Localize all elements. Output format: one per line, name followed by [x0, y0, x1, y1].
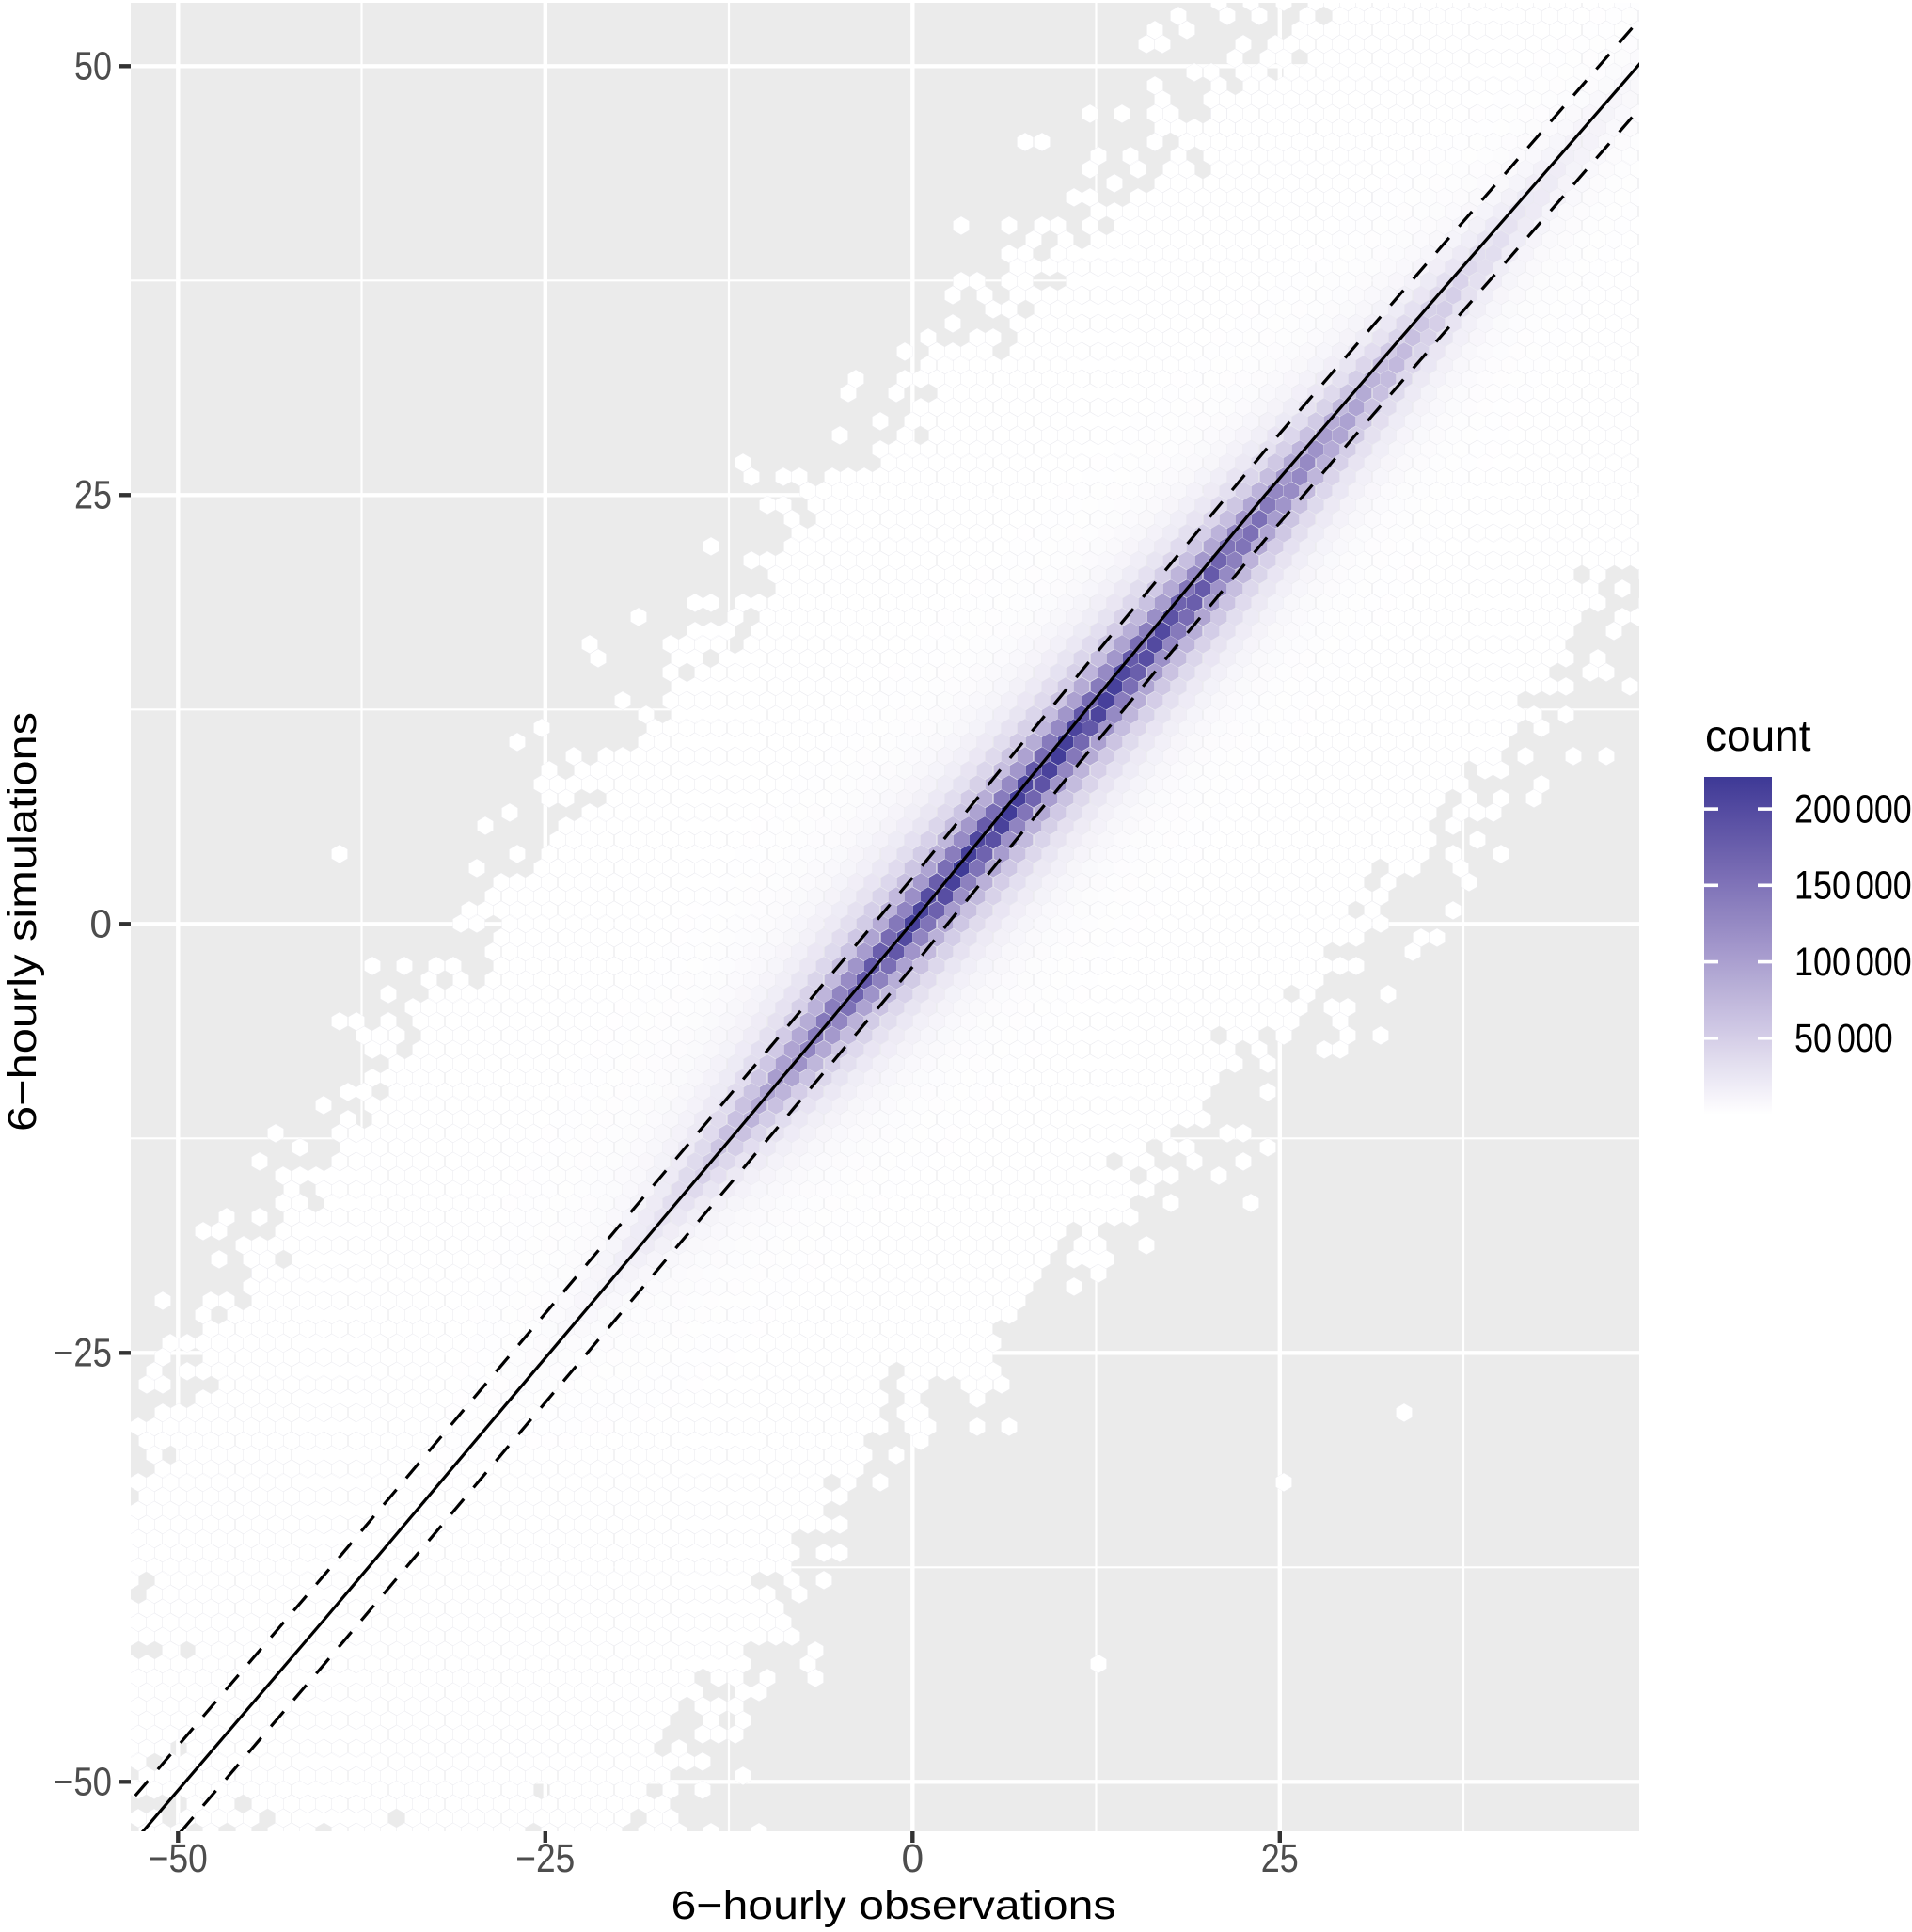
svg-text:200: 200 — [1794, 788, 1851, 832]
svg-text:count: count — [1705, 711, 1811, 760]
svg-text:100: 100 — [1794, 941, 1851, 985]
svg-text:−50: −50 — [149, 1837, 208, 1881]
svg-text:000: 000 — [1856, 788, 1912, 832]
svg-text:50: 50 — [74, 45, 112, 89]
svg-text:000: 000 — [1856, 941, 1912, 985]
svg-text:25: 25 — [1261, 1837, 1299, 1881]
svg-text:000: 000 — [1837, 1017, 1893, 1061]
svg-text:6−hourly observations: 6−hourly observations — [672, 1883, 1116, 1928]
svg-text:6−hourly simulations: 6−hourly simulations — [0, 712, 45, 1132]
svg-text:−25: −25 — [54, 1332, 112, 1376]
svg-text:150: 150 — [1794, 864, 1851, 909]
svg-text:000: 000 — [1856, 864, 1912, 909]
svg-text:−50: −50 — [54, 1761, 112, 1805]
svg-text:0: 0 — [89, 903, 112, 947]
svg-text:−25: −25 — [515, 1837, 575, 1881]
svg-text:25: 25 — [74, 474, 112, 518]
svg-text:50: 50 — [1794, 1017, 1832, 1061]
svg-text:0: 0 — [901, 1837, 924, 1881]
